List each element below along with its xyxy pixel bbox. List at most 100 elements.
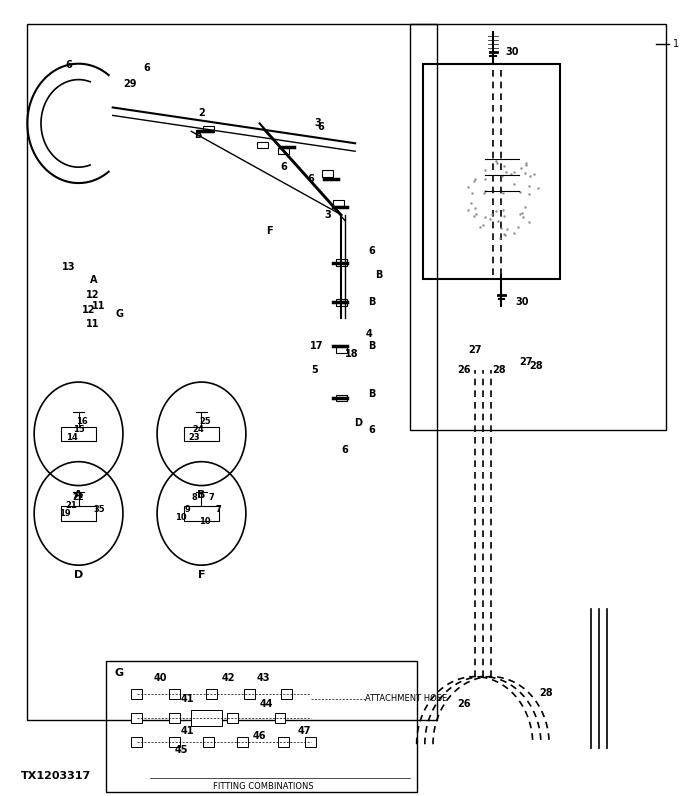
Text: D: D [354, 419, 363, 428]
Point [485, 213, 496, 225]
Text: 15: 15 [72, 425, 85, 435]
Text: 45: 45 [174, 745, 188, 755]
Text: B: B [195, 131, 201, 140]
Text: 19: 19 [59, 509, 71, 518]
Bar [336, 259, 347, 266]
Bar [184, 506, 219, 521]
Text: D: D [74, 570, 83, 579]
Point [520, 166, 531, 179]
Text: 6: 6 [307, 174, 314, 184]
Point [533, 182, 544, 195]
Text: A: A [74, 490, 83, 500]
Point [520, 157, 531, 170]
Text: FITTING COMBINATIONS: FITTING COMBINATIONS [212, 782, 313, 791]
Point [509, 166, 520, 178]
Bar [281, 689, 292, 699]
Text: 7: 7 [209, 493, 214, 502]
Bar [61, 506, 96, 521]
Text: 7: 7 [216, 505, 221, 514]
Text: 12: 12 [85, 290, 99, 299]
Bar [336, 299, 347, 306]
Text: 8: 8 [192, 493, 197, 502]
Point [515, 208, 526, 220]
Text: 6: 6 [342, 445, 348, 455]
Text: 40: 40 [154, 673, 167, 683]
Text: 16: 16 [76, 417, 88, 427]
Text: 28: 28 [540, 688, 553, 697]
Point [515, 185, 526, 198]
Point [477, 218, 488, 231]
Point [500, 229, 511, 242]
Bar [423, 64, 560, 279]
Bar [275, 713, 285, 723]
Point [480, 210, 491, 223]
Point [469, 210, 479, 223]
Point [513, 221, 524, 234]
Text: G: G [115, 310, 124, 319]
Point [469, 201, 480, 214]
Text: 4: 4 [365, 330, 372, 339]
Text: G: G [115, 668, 124, 677]
Text: B: B [369, 341, 376, 351]
Point [509, 178, 520, 190]
Point [499, 209, 510, 222]
Text: 14: 14 [66, 433, 78, 443]
Text: 1: 1 [673, 39, 679, 49]
Text: 11: 11 [85, 319, 99, 329]
Point [499, 160, 510, 173]
Point [471, 208, 482, 220]
Text: 25: 25 [199, 417, 211, 427]
Point [491, 157, 502, 170]
Point [505, 168, 516, 181]
Point [487, 208, 498, 220]
Text: TX1203317: TX1203317 [20, 771, 91, 781]
Point [463, 204, 474, 217]
Text: B: B [369, 298, 376, 307]
Point [517, 211, 528, 224]
Text: 6: 6 [369, 425, 376, 435]
Text: 6: 6 [369, 246, 376, 256]
Text: 13: 13 [61, 262, 75, 271]
Bar [106, 661, 417, 792]
Text: 29: 29 [123, 79, 137, 88]
Text: 3: 3 [324, 210, 331, 220]
Bar [203, 737, 214, 747]
Text: 44: 44 [260, 700, 273, 709]
Text: F: F [198, 570, 205, 579]
Point [516, 162, 527, 174]
Point [517, 206, 528, 219]
Text: 26: 26 [458, 365, 471, 375]
Text: 26: 26 [458, 700, 471, 709]
Bar [336, 347, 347, 353]
Point [463, 180, 474, 193]
Point [520, 158, 531, 171]
Bar [257, 142, 268, 148]
Bar [169, 713, 180, 723]
Text: ATTACHMENT HOSE: ATTACHMENT HOSE [365, 694, 447, 704]
Bar [191, 710, 222, 726]
Bar [169, 737, 180, 747]
Text: 28: 28 [529, 361, 543, 371]
Bar [278, 148, 289, 154]
Text: 5: 5 [311, 365, 318, 375]
Text: 6: 6 [318, 123, 324, 132]
Point [499, 228, 510, 240]
Text: 24: 24 [192, 425, 204, 435]
Text: 27: 27 [519, 357, 533, 367]
Bar [244, 689, 255, 699]
Text: 27: 27 [468, 345, 482, 355]
Bar [322, 170, 333, 177]
Point [479, 173, 490, 185]
Bar [61, 427, 96, 441]
Point [490, 154, 501, 167]
Text: 22: 22 [72, 493, 85, 502]
Text: 28: 28 [492, 365, 505, 375]
Bar [410, 24, 666, 430]
Bar [278, 737, 289, 747]
Point [479, 184, 490, 197]
Bar [184, 427, 219, 441]
Bar [131, 713, 142, 723]
Text: 10: 10 [175, 513, 187, 522]
Text: 12: 12 [82, 306, 96, 315]
Text: 23: 23 [189, 433, 201, 443]
